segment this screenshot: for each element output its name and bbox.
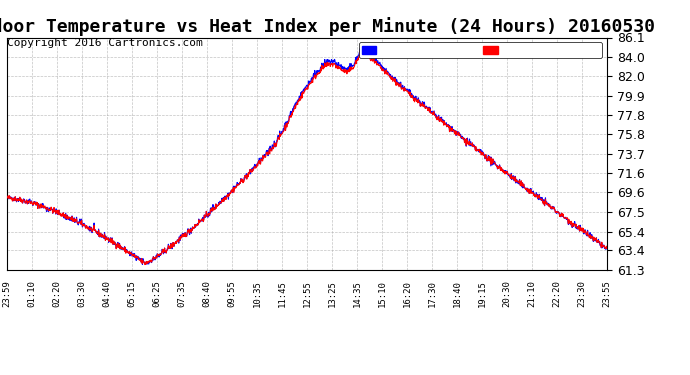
Text: Copyright 2016 Cartronics.com: Copyright 2016 Cartronics.com bbox=[7, 38, 203, 48]
Legend: Heat Index  (°F), Temperature (°F): Heat Index (°F), Temperature (°F) bbox=[359, 42, 602, 58]
Title: Outdoor Temperature vs Heat Index per Minute (24 Hours) 20160530: Outdoor Temperature vs Heat Index per Mi… bbox=[0, 17, 655, 36]
